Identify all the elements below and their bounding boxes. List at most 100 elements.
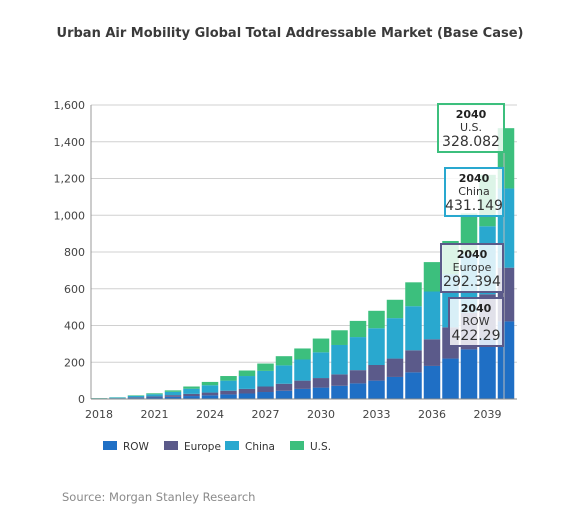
x-tick-label: 2039 — [474, 408, 502, 421]
annotation-box-europe — [440, 243, 504, 293]
bar-europe-2032 — [349, 370, 367, 384]
legend-swatch-us — [290, 441, 304, 450]
annotation-value-row: 422.29 — [452, 328, 501, 344]
bar-us-2022 — [164, 390, 182, 392]
bar-china-2029 — [294, 359, 311, 381]
bar-us-2027 — [257, 363, 274, 371]
x-tick-label: 2030 — [307, 408, 335, 421]
bar-china-2033 — [368, 328, 385, 366]
y-tick-label: 600 — [64, 283, 85, 296]
bar-china-2025 — [220, 380, 237, 391]
bar-row-2022 — [164, 396, 182, 399]
bar-europe-2023 — [183, 393, 200, 397]
x-tick-label: 2021 — [141, 408, 169, 421]
y-tick-label: 1,000 — [54, 209, 86, 222]
bar-row-2034 — [386, 376, 404, 399]
bar-china-2035 — [405, 306, 422, 351]
y-tick-label: 800 — [64, 246, 85, 259]
bar-us-2020 — [127, 395, 145, 396]
y-tick-label: 1,200 — [54, 173, 86, 186]
y-tick-label: 1,600 — [54, 99, 86, 112]
bar-china-2027 — [257, 370, 274, 387]
bar-row-2029 — [294, 388, 311, 399]
bar-row-2028 — [275, 390, 293, 399]
x-tick-label: 2027 — [252, 408, 280, 421]
bar-us-2032 — [349, 320, 367, 338]
y-tick-label: 400 — [64, 320, 85, 333]
bar-china-2028 — [275, 365, 293, 384]
bar-row-2037 — [442, 358, 459, 399]
legend-swatch-row — [103, 441, 117, 450]
bar-row-2035 — [405, 372, 422, 399]
bar-row-2036 — [423, 365, 441, 399]
bar-europe-2036 — [423, 339, 441, 366]
bar-china-2030 — [312, 352, 330, 379]
bar-row-2030 — [312, 387, 330, 399]
annotation-box-china — [444, 167, 504, 217]
bar-us-2029 — [294, 348, 311, 360]
legend-label-europe: Europe — [184, 441, 221, 453]
bar-us-2030 — [312, 338, 330, 353]
y-tick-label: 0 — [78, 393, 85, 406]
bar-china-2020 — [127, 395, 145, 398]
bar-europe-2034 — [386, 358, 404, 377]
bar-europe-2027 — [257, 386, 274, 393]
x-tick-label: 2036 — [418, 408, 446, 421]
x-tick-label: 2024 — [196, 408, 224, 421]
bar-us-2023 — [183, 386, 200, 389]
bar-us-2028 — [275, 356, 293, 366]
legend-label-china: China — [245, 441, 275, 453]
bar-us-2031 — [331, 330, 348, 345]
bar-china-2021 — [146, 394, 163, 397]
bar-us-2036 — [423, 262, 441, 292]
annotation-year-china: 2040 — [459, 172, 490, 185]
bar-europe-2021 — [146, 396, 163, 398]
bar-europe-2026 — [238, 388, 256, 394]
legend-swatch-china — [225, 441, 239, 450]
bar-us-2034 — [386, 299, 404, 319]
x-tick-label: 2018 — [85, 408, 113, 421]
annotation-value-europe: 292.394 — [443, 274, 501, 290]
annotation-year-row: 2040 — [461, 302, 492, 315]
legend-label-row: ROW — [123, 441, 150, 453]
bar-china-2036 — [423, 291, 441, 340]
y-tick-label: 1,400 — [54, 136, 86, 149]
bar-row-2031 — [331, 385, 348, 399]
annotation-year-us: 2040 — [456, 108, 487, 121]
chart-title: Urban Air Mobility Global Total Addressa… — [56, 26, 524, 41]
bar-china-2022 — [164, 391, 182, 396]
bar-us-2026 — [238, 370, 256, 377]
bar-row-2033 — [368, 380, 385, 399]
bar-europe-2030 — [312, 378, 330, 388]
annotation-series-us: U.S. — [460, 121, 482, 134]
bar-europe-2022 — [164, 395, 182, 397]
bar-europe-2020 — [127, 397, 145, 399]
bar-europe-2024 — [201, 392, 219, 396]
bar-row-2032 — [349, 383, 367, 399]
bar-row-2038 — [460, 349, 478, 399]
bar-row-2039 — [479, 338, 496, 399]
bar-row-2026 — [238, 393, 256, 399]
bar-us-2021 — [146, 393, 163, 395]
bar-row-2025 — [220, 394, 237, 399]
annotation-series-europe: Europe — [453, 261, 492, 274]
bar-china-2019 — [109, 397, 126, 399]
bar-us-2024 — [201, 381, 219, 386]
bar-china-2023 — [183, 388, 200, 394]
annotation-year-europe: 2040 — [457, 248, 488, 261]
bar-row-2021 — [146, 397, 163, 399]
bar-us-2035 — [405, 282, 422, 307]
bar-china-2024 — [201, 385, 219, 393]
bar-china-2031 — [331, 344, 348, 375]
legend-label-us: U.S. — [310, 441, 331, 453]
bar-us-2025 — [220, 376, 237, 381]
annotation-box-row — [448, 297, 504, 347]
bar-europe-2029 — [294, 380, 311, 389]
annotation-value-us: 328.082 — [442, 134, 500, 150]
bar-row-2027 — [257, 392, 274, 399]
annotation-value-china: 431.149 — [445, 198, 503, 214]
annotation-series-row: ROW — [462, 315, 489, 328]
bar-china-2034 — [386, 318, 404, 359]
source-note: Source: Morgan Stanley Research — [62, 490, 256, 504]
